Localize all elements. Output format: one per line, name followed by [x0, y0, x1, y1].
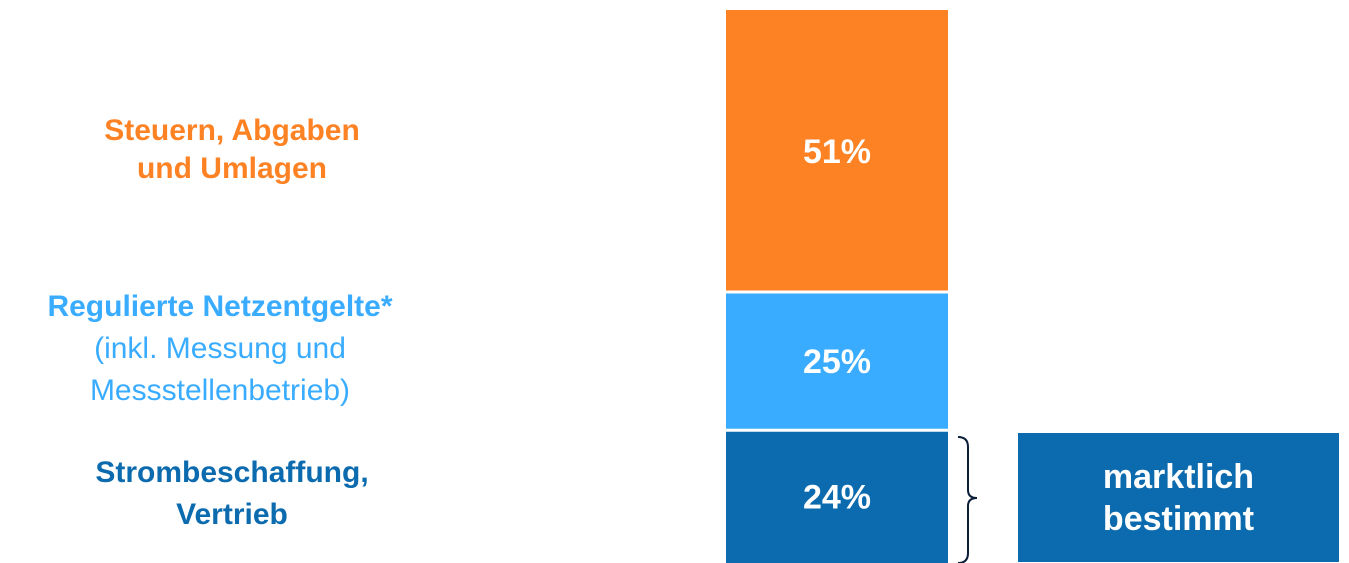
- label-network: Regulierte Netzentgelte* (inkl. Messung …: [0, 286, 440, 412]
- label-taxes-line1: Steuern, Abgaben: [104, 114, 360, 147]
- label-taxes: Steuern, Abgaben und Umlagen: [12, 112, 452, 188]
- bar-group: 51% 25% 24%: [726, 10, 948, 563]
- label-network-sub-line1: (inkl. Messung und: [94, 332, 346, 365]
- label-procurement: Strombeschaffung, Vertrieb: [12, 452, 452, 536]
- brace-icon: [957, 436, 978, 563]
- market-box-line1: marktlich: [1102, 457, 1255, 496]
- bar-segment-1: [726, 10, 948, 293]
- data-label-1: 51%: [803, 133, 871, 171]
- market-box-line2: bestimmt: [1102, 499, 1255, 538]
- market-determined-box: marktlich bestimmt: [1018, 433, 1339, 562]
- label-procurement-line1: Strombeschaffung,: [95, 456, 369, 489]
- data-label-3: 24%: [803, 479, 871, 517]
- data-label-2: 25%: [803, 343, 871, 381]
- label-network-title: Regulierte Netzentgelte*: [47, 290, 393, 323]
- bar-segment-3: [726, 430, 948, 563]
- label-taxes-line2: und Umlagen: [136, 152, 327, 185]
- label-network-sub-line2: Messstellenbetrieb): [89, 374, 351, 407]
- bar-segment-2: [726, 292, 948, 431]
- label-procurement-line2: Vertrieb: [176, 498, 288, 531]
